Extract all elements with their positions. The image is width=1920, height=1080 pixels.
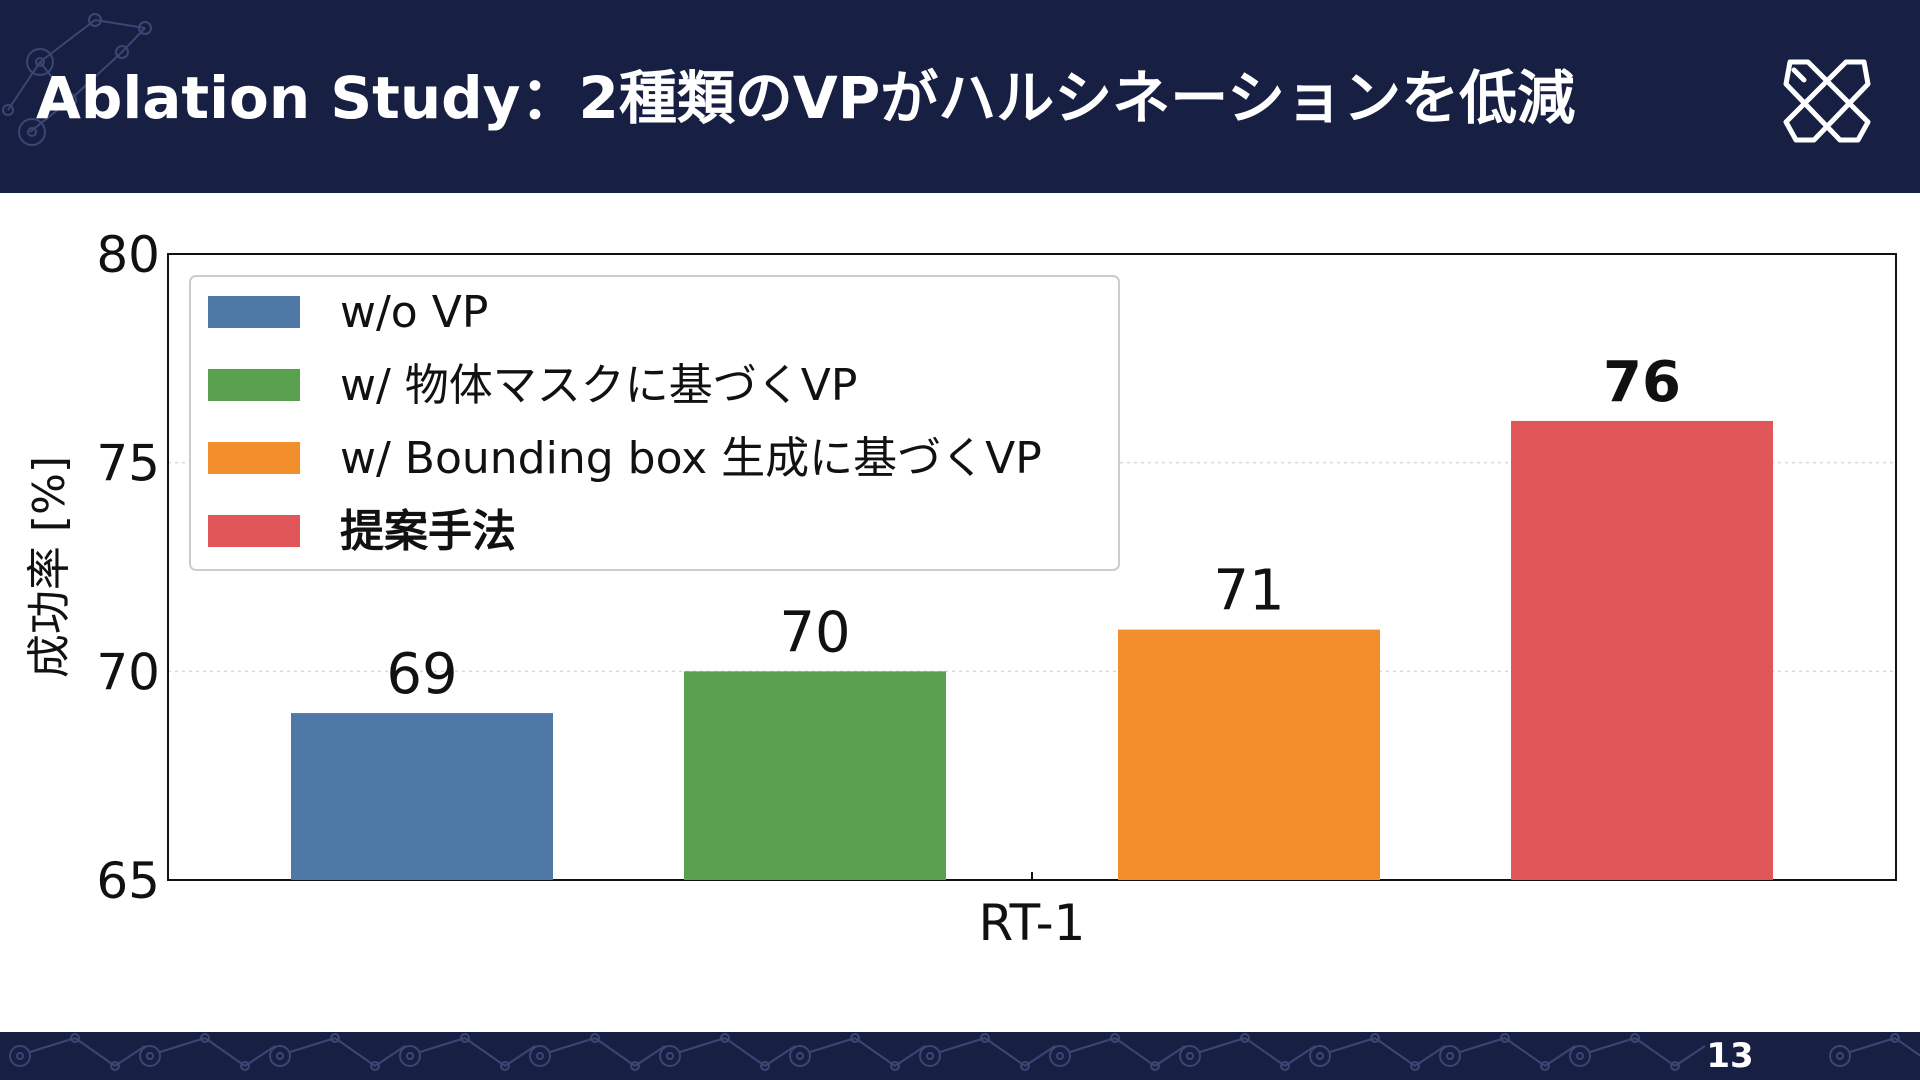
network-pattern-decoration bbox=[2, 13, 152, 146]
bar-value-label: 70 bbox=[779, 600, 850, 665]
slide-footer: 13 bbox=[0, 1032, 1920, 1080]
bar-value-label: 76 bbox=[1603, 350, 1681, 415]
legend: w/o VP w/ 物体マスクに基づくVP w/ Bounding box 生成に基… bbox=[189, 275, 1120, 571]
legend-swatch bbox=[208, 296, 300, 328]
legend-entry: w/o VP bbox=[340, 287, 488, 338]
bar-value-label: 71 bbox=[1213, 559, 1284, 624]
x-axis-ticks: RT-1 bbox=[979, 872, 1086, 952]
bar-3 bbox=[1118, 629, 1380, 880]
y-axis-title: 成功率 [%] bbox=[24, 456, 75, 678]
network-pattern-decoration bbox=[9, 1033, 1920, 1071]
legend-entry: 提案手法 bbox=[340, 506, 516, 557]
y-tick-label: 70 bbox=[96, 643, 160, 701]
legend-swatch bbox=[208, 369, 300, 401]
slide-title: Ablation Study：2種類のVPがハルシネーションを低減 bbox=[36, 64, 1576, 132]
bars: 69 70 71 76 bbox=[291, 350, 1773, 880]
y-tick-label: 65 bbox=[96, 852, 160, 910]
bar-1 bbox=[291, 713, 553, 880]
legend-swatch bbox=[208, 442, 300, 474]
legend-box bbox=[189, 275, 1120, 571]
legend-entry: w/ Bounding box 生成に基づくVP bbox=[340, 433, 1042, 484]
y-axis-ticks: 65 70 75 80 bbox=[96, 226, 160, 910]
bar-2 bbox=[684, 671, 946, 880]
y-tick-label: 80 bbox=[96, 226, 160, 284]
crossed-tools-logo-icon bbox=[1783, 59, 1871, 143]
bar-chart: 69 70 71 76 65 70 75 80 RT-1 成功率 [%] w/o VP w/ … bbox=[24, 226, 1897, 952]
legend-swatch bbox=[208, 515, 300, 547]
bar-value-label: 69 bbox=[386, 642, 457, 707]
x-tick-label: RT-1 bbox=[979, 894, 1086, 952]
y-tick-label: 75 bbox=[96, 435, 160, 493]
slide-header: Ablation Study：2種類のVPがハルシネーションを低減 bbox=[0, 0, 1920, 193]
legend-entry: w/ 物体マスクに基づくVP bbox=[340, 360, 857, 411]
bar-4 bbox=[1511, 420, 1773, 880]
page-number: 13 bbox=[1706, 1036, 1754, 1076]
